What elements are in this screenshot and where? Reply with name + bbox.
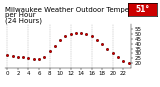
Point (22, 57, 24, 58)
Point (106, 48, 109, 49)
Point (27, 58, 30, 59)
Point (64, 35, 67, 37)
Point (75, 32, 77, 34)
Point (80, 32, 82, 34)
Point (106, 48, 109, 49)
Point (117, 57, 119, 58)
Point (48, 51, 51, 52)
Point (122, 60, 125, 62)
Point (6, 55, 9, 56)
Point (90, 35, 93, 37)
Point (11, 56, 14, 57)
Point (122, 60, 125, 62)
Point (80, 32, 82, 34)
Point (11, 56, 14, 57)
Point (59, 39, 61, 41)
Text: Milwaukee Weather Outdoor Temperature
per Hour
(24 Hours): Milwaukee Weather Outdoor Temperature pe… (5, 7, 150, 24)
Point (127, 62, 130, 64)
Point (96, 39, 98, 41)
Point (112, 53, 114, 54)
Point (22, 57, 24, 58)
Point (32, 58, 35, 60)
Point (69, 33, 72, 35)
Point (75, 32, 77, 34)
Point (69, 33, 72, 35)
Point (43, 57, 46, 58)
Point (90, 35, 93, 37)
Point (17, 57, 19, 58)
Point (96, 39, 98, 41)
Point (38, 58, 40, 60)
Point (17, 57, 19, 58)
Point (64, 35, 67, 37)
Point (127, 62, 130, 64)
Point (117, 57, 119, 58)
Point (112, 53, 114, 54)
Point (80, 32, 82, 34)
Point (38, 58, 40, 60)
Point (85, 33, 88, 35)
Point (117, 57, 119, 58)
Point (27, 58, 30, 59)
Point (59, 39, 61, 41)
Point (64, 35, 67, 37)
Point (27, 58, 30, 59)
Point (101, 43, 104, 44)
Point (6, 55, 9, 56)
Point (90, 35, 93, 37)
Point (59, 39, 61, 41)
Point (48, 51, 51, 52)
Point (48, 51, 51, 52)
Point (43, 57, 46, 58)
Point (69, 33, 72, 35)
Point (101, 43, 104, 44)
Point (38, 58, 40, 60)
Point (11, 56, 14, 57)
Point (54, 45, 56, 46)
Point (75, 32, 77, 34)
Point (127, 62, 130, 64)
Text: 51°: 51° (135, 5, 149, 14)
Point (96, 39, 98, 41)
Point (32, 58, 35, 60)
Point (54, 45, 56, 46)
Point (101, 43, 104, 44)
Point (6, 55, 9, 56)
Point (122, 60, 125, 62)
Point (17, 57, 19, 58)
Point (54, 45, 56, 46)
Point (112, 53, 114, 54)
Point (32, 58, 35, 60)
Point (22, 57, 24, 58)
Point (85, 33, 88, 35)
Point (106, 48, 109, 49)
Point (85, 33, 88, 35)
Point (43, 57, 46, 58)
